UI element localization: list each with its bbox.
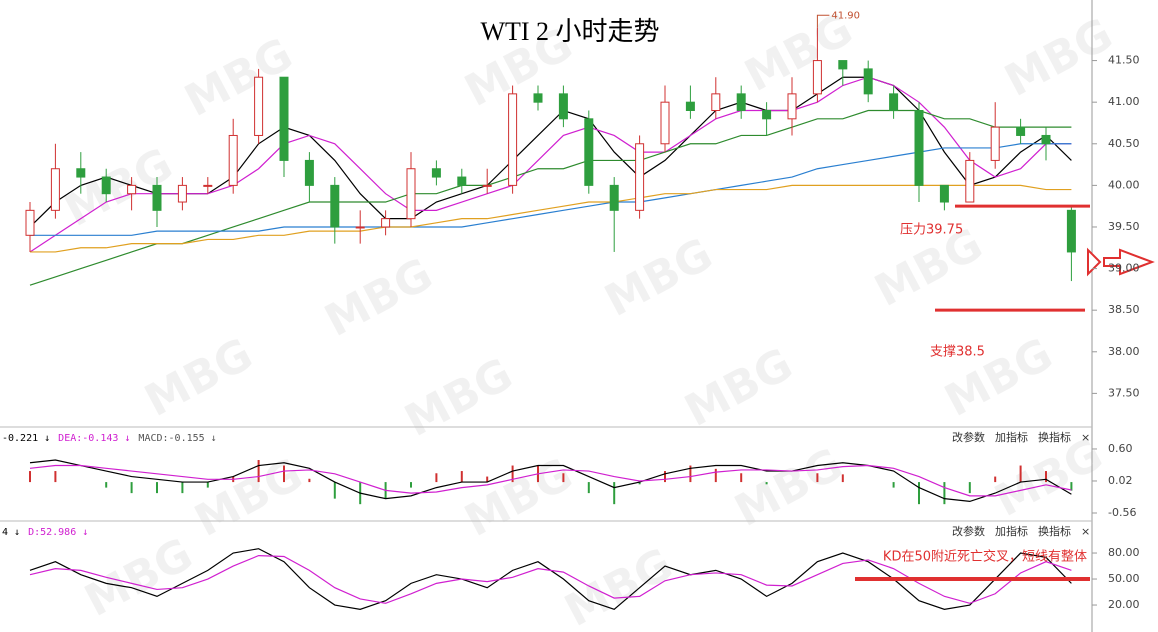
arrow-icon <box>1087 247 1102 277</box>
level-label: 支撑38.5 <box>930 345 985 360</box>
candle-body <box>203 184 213 187</box>
y-tick-label: 41.00 <box>1108 95 1140 108</box>
ma-line <box>30 184 1072 253</box>
ma-line <box>29 459 1072 503</box>
candle-body <box>330 184 340 228</box>
y-tick-label: 38.50 <box>1108 303 1140 316</box>
candle-body <box>406 168 416 220</box>
candle-body <box>457 176 467 186</box>
indicator-value: D:52.986 ↓ <box>28 527 88 538</box>
indicator-value: -0.221 ↓ <box>2 433 50 444</box>
candle-body <box>990 126 1000 161</box>
kd-annotation: KD在50附近死亡交叉，短线有整体 <box>883 549 1087 565</box>
indicator-value: 4 ↓ <box>2 527 20 538</box>
max-pointer <box>816 14 830 28</box>
panel-button[interactable]: 加指标 <box>995 524 1028 538</box>
candle-body <box>787 93 797 120</box>
y-tick-label: 40.50 <box>1108 137 1140 150</box>
panel-button[interactable]: 改参数 <box>952 430 985 444</box>
candle-body <box>914 109 924 186</box>
candle-body <box>508 93 518 186</box>
indicator-value: DEA:-0.143 ↓ <box>58 433 130 444</box>
panel-button[interactable]: 换指标 <box>1038 524 1071 538</box>
indicator-value: MACD:-0.155 ↓ <box>138 433 216 444</box>
candle-body <box>279 76 289 161</box>
candle-body <box>762 109 772 120</box>
candle-body <box>355 226 365 229</box>
y-tick-label: 39.50 <box>1108 220 1140 233</box>
candle-body <box>889 93 899 111</box>
candle-body <box>101 176 111 195</box>
candle-body <box>812 60 822 95</box>
level-label: 压力39.75 <box>900 223 963 238</box>
candle-body <box>1041 134 1051 145</box>
candle-body <box>939 184 949 203</box>
y-tick-label: 50.00 <box>1108 572 1140 585</box>
panel-button[interactable]: × <box>1081 525 1090 538</box>
candle-body <box>584 118 594 186</box>
candle-body <box>177 184 187 203</box>
panel-button[interactable]: 改参数 <box>952 524 985 538</box>
candle-body <box>25 209 35 236</box>
candle-body <box>736 93 746 111</box>
candle-body <box>1066 209 1076 253</box>
panel-button[interactable]: 加指标 <box>995 430 1028 444</box>
panel-button[interactable]: × <box>1081 431 1090 444</box>
y-tick-label: 0.02 <box>1108 474 1133 487</box>
ma-line <box>30 143 1072 236</box>
candle-body <box>152 184 162 211</box>
candle-body <box>635 143 645 211</box>
candle-body <box>50 168 60 211</box>
y-tick-label: 38.00 <box>1108 345 1140 358</box>
candle-body <box>965 159 975 203</box>
arrow-icon <box>1103 248 1155 276</box>
y-tick-label: 40.00 <box>1108 178 1140 191</box>
max-label: 41.90 <box>831 10 860 21</box>
candle-body <box>1016 126 1026 136</box>
candle-body <box>76 168 86 178</box>
candle-body <box>431 168 441 178</box>
y-tick-label: 0.60 <box>1108 442 1133 455</box>
candle-body <box>533 93 543 103</box>
y-tick-label: 39.00 <box>1108 262 1140 275</box>
panel-button[interactable]: 换指标 <box>1038 430 1071 444</box>
ma-line <box>29 464 1072 497</box>
candle-body <box>711 93 721 111</box>
candle-body <box>660 101 670 145</box>
y-tick-label: 80.00 <box>1108 546 1140 559</box>
y-tick-label: -0.56 <box>1108 506 1136 519</box>
ma-line <box>29 555 1072 604</box>
ma-line <box>29 76 1072 253</box>
y-tick-label: 37.50 <box>1108 386 1140 399</box>
y-tick-label: 41.50 <box>1108 54 1140 67</box>
candle-body <box>381 218 391 228</box>
candle-body <box>685 101 695 111</box>
candle-body <box>228 134 238 186</box>
candle-body <box>609 184 619 211</box>
candle-body <box>254 76 264 136</box>
candle-body <box>304 159 314 186</box>
candle-body <box>558 93 568 120</box>
chart-title: WTI 2 小时走势 <box>480 17 659 46</box>
candle-body <box>482 184 492 187</box>
candle-body <box>863 68 873 95</box>
candle-body <box>127 184 137 195</box>
y-tick-label: 20.00 <box>1108 598 1140 611</box>
candle-body <box>838 60 848 70</box>
